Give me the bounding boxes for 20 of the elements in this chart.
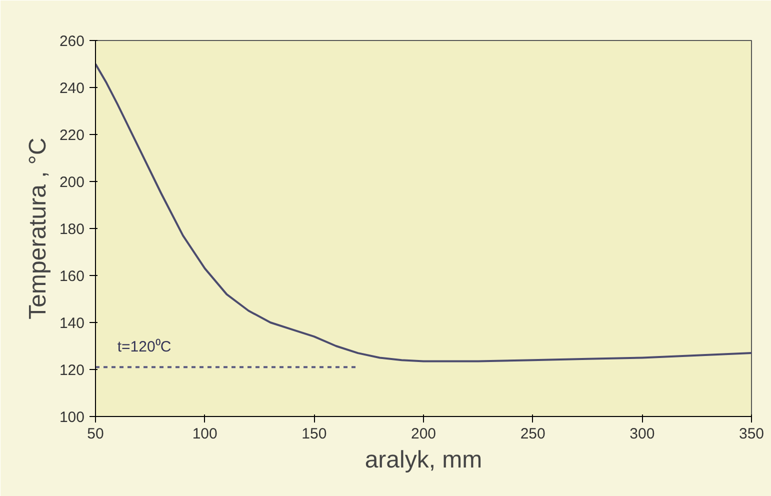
y-tick-label: 180	[59, 221, 85, 238]
x-tick-label: 100	[192, 426, 218, 442]
series-label: t=120⁰C	[117, 338, 172, 356]
y-tick-label: 120	[59, 362, 85, 379]
line-series	[96, 63, 752, 362]
y-tick-label: 200	[59, 174, 85, 191]
x-tick-label: 50	[87, 426, 104, 442]
x-tick-label: 350	[738, 426, 764, 442]
x-axis-title: aralyk, mm	[364, 446, 482, 474]
x-tick-label: 250	[520, 426, 546, 442]
x-tick-label: 200	[410, 426, 436, 442]
y-tick-label: 260	[59, 33, 85, 50]
y-tick-label: 240	[59, 80, 85, 97]
y-axis-title: Temperatura , °C	[24, 138, 52, 320]
x-tick-label: 150	[302, 426, 327, 442]
y-tick-label: 140	[59, 315, 85, 332]
y-tick-label: 100	[59, 409, 85, 426]
x-tick-label: 300	[630, 426, 655, 442]
y-tick-label: 160	[59, 268, 85, 285]
y-tick-label: 220	[59, 127, 85, 144]
